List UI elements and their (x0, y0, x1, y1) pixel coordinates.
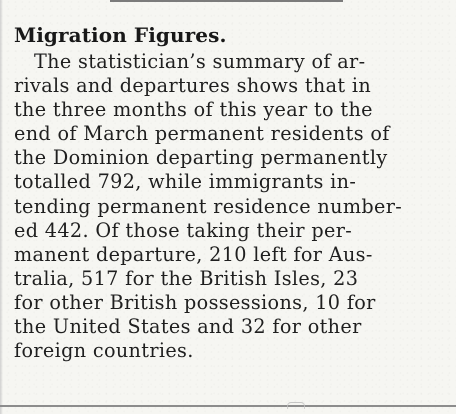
scan-left-edge (0, 0, 3, 414)
body-line-9: manent departure, 210 left for Aus- (14, 242, 373, 266)
body-line-13: foreign countries. (14, 339, 194, 363)
article: Migration Figures. The statistician’s su… (14, 23, 444, 363)
top-divider (110, 0, 343, 2)
bottom-divider (0, 405, 456, 407)
body-line-3: the three months of this year to the (14, 98, 373, 122)
body-line-1: The statistician’s summary of ar- (34, 50, 366, 73)
body-line-7: tending permanent residence number- (14, 194, 403, 218)
body-line-12: the United States and 32 for other (14, 315, 362, 339)
article-body: The statistician’s summary of ar- rivals… (14, 50, 444, 363)
body-line-5: the Dominion departing permanently (14, 146, 388, 170)
body-line-10: tralia, 517 for the British Isles, 23 (14, 266, 359, 290)
body-line-4: end of March permanent residents of (14, 122, 390, 146)
body-line-6: totalled 792, while immigrants in- (14, 170, 357, 194)
bottom-ink-mark (287, 402, 305, 409)
headline: Migration Figures. (14, 23, 227, 47)
body-line-8: ed 442. Of those taking their per- (14, 218, 353, 242)
body-line-2: rivals and departures shows that in (14, 74, 372, 98)
body-line-11: for other British possessions, 10 for (14, 290, 376, 314)
